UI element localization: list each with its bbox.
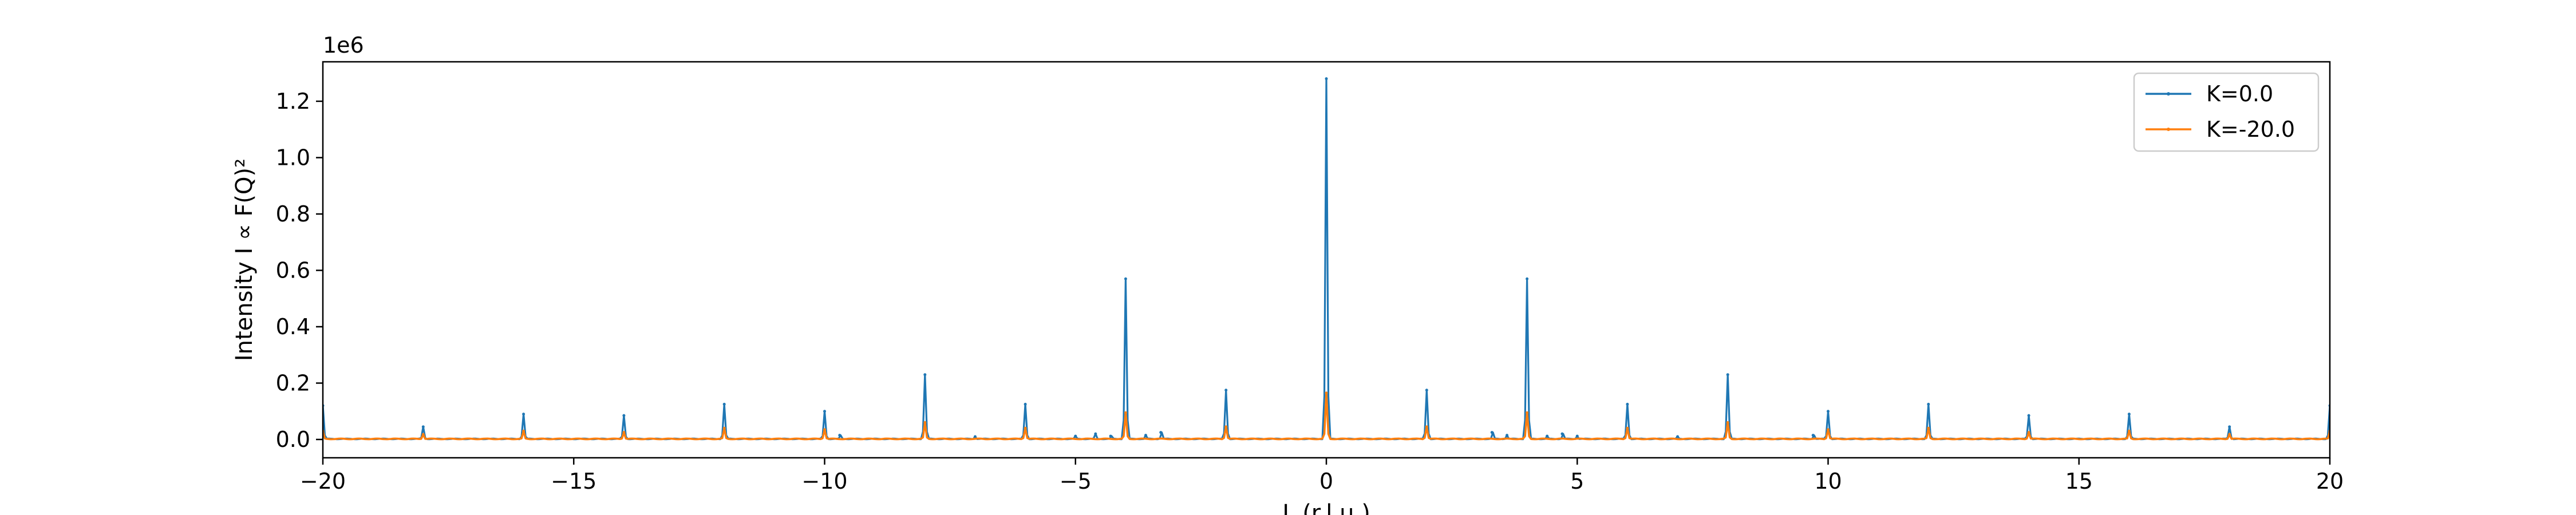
peak-marker (1490, 431, 1494, 434)
peak-marker (1224, 425, 1228, 429)
peak-marker (1927, 402, 1930, 406)
peak-marker (2127, 413, 2131, 416)
peak-marker (1124, 411, 1127, 414)
peak-marker (823, 428, 826, 431)
peak-marker (1425, 425, 1428, 429)
peak-marker (1325, 391, 1328, 395)
peak-marker (838, 434, 841, 437)
peak-marker (1159, 431, 1163, 434)
peak-marker (823, 410, 826, 413)
peak-marker (2027, 414, 2030, 417)
peak-marker (522, 429, 526, 433)
peak-marker (1224, 389, 1228, 392)
y-axis-label: Intensity I ∝ F(Q)² (231, 159, 258, 361)
peak-marker (1726, 373, 1729, 377)
x-axis: −20 −15 −10 −5 0 5 10 15 20 (300, 458, 2344, 494)
x-tick-label: 20 (2316, 469, 2344, 494)
y-tick-label: 0.2 (276, 370, 310, 395)
legend-label: K=-20.0 (2206, 117, 2295, 142)
x-tick-label: −5 (1060, 469, 1092, 494)
peak-marker (1526, 411, 1529, 414)
peak-marker (722, 426, 726, 430)
y-tick-label: 0.0 (276, 427, 310, 452)
y-tick-label: 1.0 (276, 145, 310, 170)
x-tick-label: 0 (1319, 469, 1333, 494)
peak-marker (1575, 434, 1579, 438)
legend-marker (2167, 128, 2170, 131)
x-axis-label: L (r.l.u.) (1282, 500, 1370, 515)
peak-marker (1109, 434, 1112, 438)
y-tick-label: 0.8 (276, 201, 310, 227)
x-tick-label: −20 (300, 469, 346, 494)
y-tick-label: 0.4 (276, 314, 310, 339)
x-tick-label: −15 (551, 469, 596, 494)
peak-marker (2127, 429, 2131, 433)
peak-marker (1626, 426, 1629, 430)
legend: K=0.0 K=-20.0 (2133, 72, 2320, 152)
peak-marker (1927, 426, 1930, 430)
peak-marker (923, 421, 927, 424)
peak-marker (1811, 434, 1815, 437)
peak-marker (1827, 428, 1830, 431)
peak-marker (1325, 77, 1328, 81)
legend-box (2133, 72, 2320, 152)
peak-marker (1827, 410, 1830, 413)
legend-label: K=0.0 (2206, 81, 2273, 106)
peak-marker (1726, 421, 1729, 424)
peak-marker (1124, 277, 1127, 280)
legend-marker (2167, 92, 2170, 96)
peak-marker (2027, 431, 2030, 434)
peak-marker (1506, 434, 1509, 437)
peak-marker (1425, 389, 1428, 392)
peak-marker (1024, 426, 1027, 430)
peak-marker (622, 431, 626, 434)
peak-marker (2228, 433, 2231, 436)
peak-marker (421, 425, 425, 429)
peak-marker (1546, 434, 1549, 438)
y-axis: 0.0 0.2 0.4 0.6 0.8 1.0 1.2 (276, 89, 323, 452)
peak-marker (923, 373, 927, 377)
y-offset-label: 1e6 (323, 33, 364, 58)
peak-marker (973, 435, 977, 438)
peak-marker (1024, 402, 1027, 406)
peak-marker (1526, 277, 1529, 280)
peak-marker (1094, 432, 1097, 435)
peak-marker (1144, 434, 1147, 437)
peak-marker (1074, 434, 1077, 438)
y-tick-label: 0.6 (276, 258, 310, 283)
peak-marker (622, 414, 626, 417)
y-tick-label: 1.2 (276, 89, 310, 114)
x-tick-label: −10 (801, 469, 847, 494)
x-tick-label: 15 (2065, 469, 2093, 494)
x-tick-label: 10 (1814, 469, 1842, 494)
peak-marker (1626, 402, 1629, 406)
plot-area (322, 61, 2331, 459)
peak-marker (522, 413, 526, 416)
peak-marker (1676, 435, 1680, 438)
peak-marker (1560, 432, 1564, 435)
peak-marker (722, 402, 726, 406)
peak-marker (421, 433, 425, 436)
peak-marker (2228, 425, 2231, 429)
x-tick-label: 5 (1570, 469, 1584, 494)
